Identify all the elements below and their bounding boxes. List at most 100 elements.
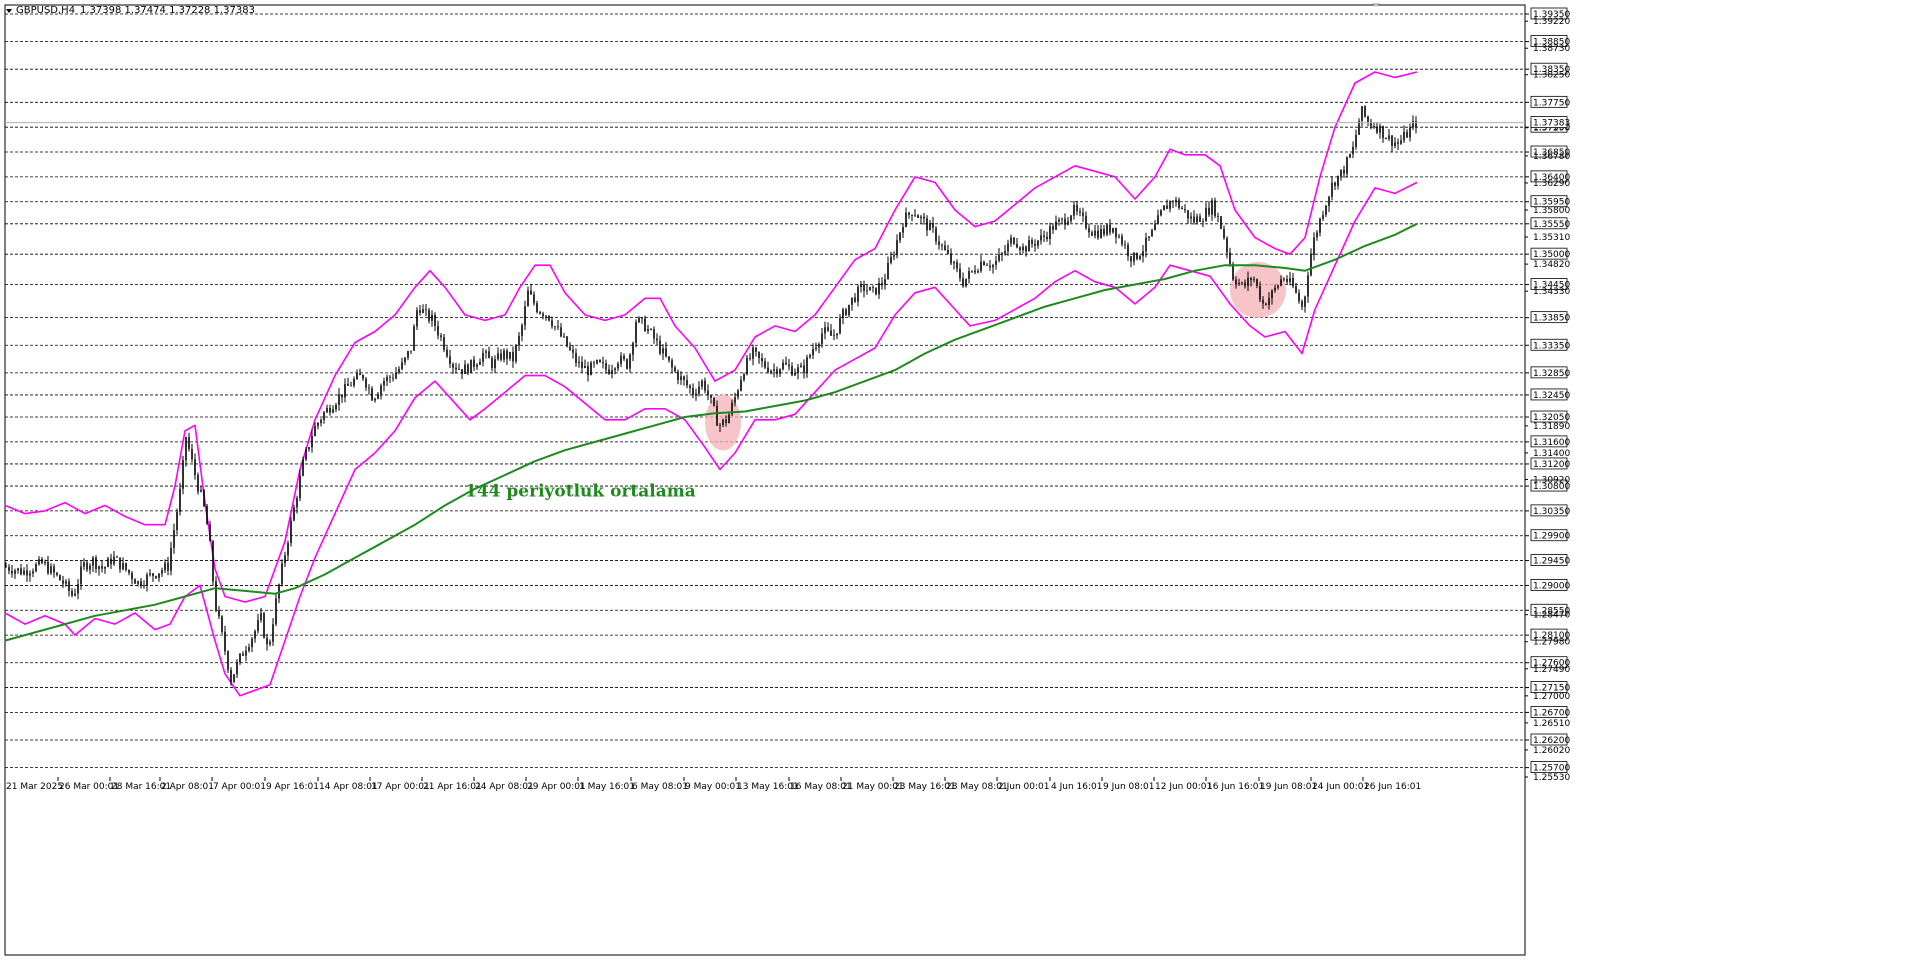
y-tick-label: 1.31200 — [1533, 460, 1570, 470]
candle-body — [140, 581, 142, 586]
x-tick-label: 21 May 00:01 — [842, 782, 904, 792]
candle-body — [347, 383, 349, 386]
y-tick-label: 1.38350 — [1533, 65, 1570, 75]
candle-body — [1127, 244, 1129, 257]
candle-body — [1037, 240, 1039, 246]
candle-body — [1385, 138, 1387, 140]
candle-body — [1232, 264, 1234, 280]
y-minor-tick-label: 1.37290 — [1533, 124, 1570, 134]
candle-body — [797, 367, 799, 374]
candle-body — [392, 377, 394, 379]
candle-body — [1100, 228, 1102, 238]
candle-body — [173, 530, 175, 548]
moving-average-line — [4, 222, 1418, 642]
candle-body — [164, 562, 166, 571]
candle-body — [254, 631, 256, 639]
x-tick-label: 23 May 16:01 — [894, 782, 956, 792]
shift-marker-icon[interactable] — [1372, 3, 1380, 7]
y-tick-label: 1.29900 — [1533, 532, 1570, 542]
candle-body — [902, 226, 904, 233]
candle-body — [1286, 278, 1288, 282]
candle-body — [329, 407, 331, 413]
candle-body — [1343, 169, 1345, 174]
candle-body — [809, 355, 811, 358]
x-tick-label: 6 May 08:01 — [632, 782, 688, 792]
candle-body — [812, 348, 814, 356]
x-tick-label: 13 May 16:01 — [737, 782, 799, 792]
candle-body — [1322, 214, 1324, 219]
candle-body — [1244, 282, 1246, 286]
y-tick-label: 1.32050 — [1533, 413, 1570, 423]
candle-body — [464, 364, 466, 375]
candle-body — [287, 543, 289, 556]
candle-body — [11, 570, 13, 574]
candle-body — [1145, 237, 1147, 252]
x-tick-label: 17 Apr 00:01 — [371, 782, 430, 792]
candle-body — [1238, 282, 1240, 285]
candle-body — [539, 311, 541, 314]
candle-body — [740, 379, 742, 391]
candle-body — [149, 573, 151, 575]
candle-body — [1217, 216, 1219, 217]
x-tick-label: 1 May 16:01 — [579, 782, 635, 792]
candle-body — [695, 393, 697, 395]
candle-body — [968, 271, 970, 279]
candle-body — [1016, 243, 1018, 248]
y-tick-box — [1530, 628, 1568, 641]
candle-body — [83, 562, 85, 567]
candle-body — [1154, 224, 1156, 230]
candle-body — [536, 303, 538, 312]
candle-body — [26, 570, 28, 576]
candle-body — [983, 261, 985, 266]
candle-body — [182, 460, 184, 489]
candle-body — [947, 249, 949, 254]
candle-body — [935, 227, 937, 242]
candle-body — [479, 361, 481, 365]
x-tick-label: 12 Jun 00:01 — [1155, 782, 1212, 792]
candle-body — [308, 447, 310, 450]
y-tick-label: 1.25700 — [1533, 764, 1570, 774]
candle-body — [185, 437, 187, 461]
candle-body — [620, 355, 622, 364]
candle-body — [722, 419, 724, 425]
candle-body — [845, 309, 847, 316]
candle-body — [521, 325, 523, 336]
candle-body — [326, 407, 328, 413]
y-minor-tick-label: 1.38730 — [1533, 44, 1570, 54]
candle-body — [953, 261, 955, 264]
candle-body — [1076, 205, 1078, 212]
dropdown-triangle-icon[interactable] — [6, 9, 12, 13]
x-tick-label: 2 Jun 00:01 — [998, 782, 1049, 792]
candle-body — [908, 212, 910, 215]
candle-body — [875, 287, 877, 295]
candle-body — [44, 561, 46, 564]
candle-body — [770, 370, 772, 373]
candle-body — [299, 475, 301, 499]
candle-body — [1070, 215, 1072, 222]
candle-body — [1166, 205, 1168, 209]
candle-body — [1400, 140, 1402, 144]
candle-body — [152, 573, 154, 577]
price-marker-label: 1.37383 — [1533, 119, 1570, 129]
x-tick-label: 29 Apr 00:01 — [527, 782, 586, 792]
candle-body — [758, 351, 760, 359]
candle-body — [467, 364, 469, 374]
candle-body — [719, 424, 721, 426]
candle-body — [485, 351, 487, 353]
candle-body — [1259, 285, 1261, 300]
candle-body — [1313, 237, 1315, 255]
candle-body — [341, 394, 343, 398]
candle-body — [1280, 279, 1282, 286]
candle-body — [1274, 287, 1276, 291]
candle-body — [1403, 131, 1405, 141]
candle-body — [413, 326, 415, 351]
x-tick-label: 28 Mar 16:01 — [111, 782, 171, 792]
candle-body — [731, 402, 733, 415]
candle-body — [386, 376, 388, 382]
candle-body — [110, 558, 112, 565]
candle-body — [626, 359, 628, 369]
candle-body — [764, 361, 766, 368]
candle-body — [1115, 227, 1117, 238]
